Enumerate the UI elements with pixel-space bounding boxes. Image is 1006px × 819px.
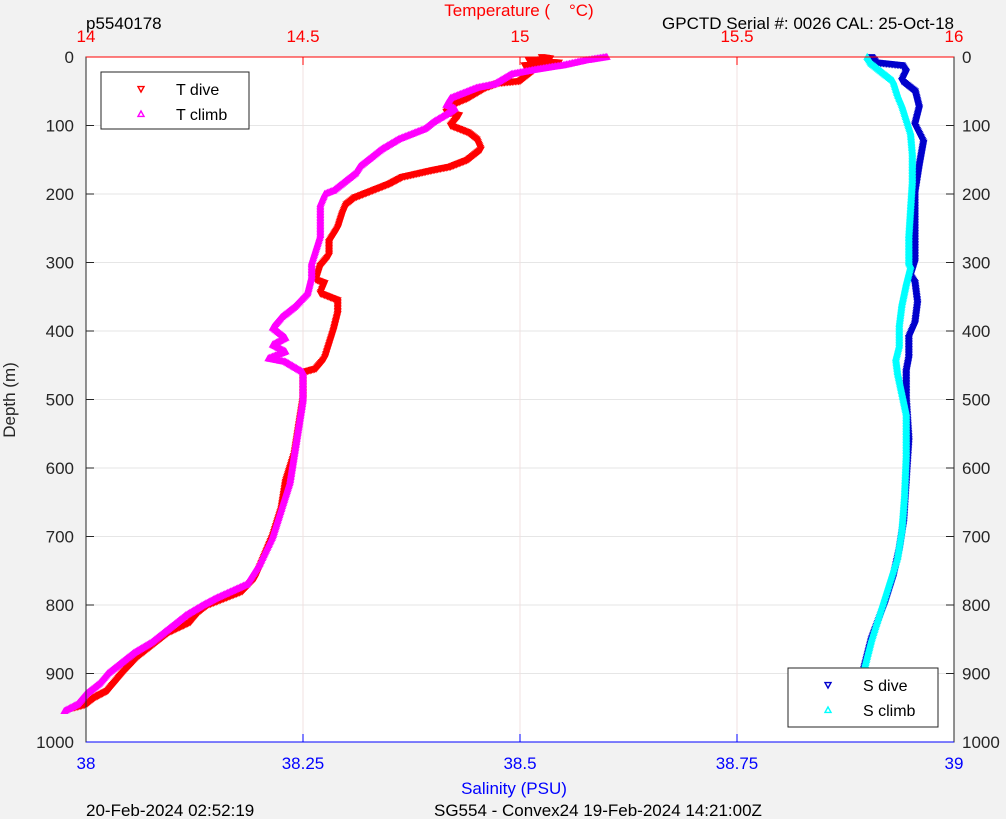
y-tick-label-left: 400 [46,322,74,341]
y-tick-label-left: 1000 [36,733,74,752]
y-tick-label-right: 200 [962,185,990,204]
legend-marker [823,681,833,690]
y-tick-label-right: 1000 [962,733,1000,752]
data-marks [60,52,928,723]
y-tick-label-right: 600 [962,459,990,478]
y-tick-label-right: 900 [962,665,990,684]
series-t-climb [60,52,611,715]
y-tick-label-right: 500 [962,391,990,410]
y-tick-label-right: 800 [962,596,990,615]
bottom-axis-title: Salinity (PSU) [461,779,567,798]
top-tick-label: 15 [511,27,530,46]
top-tick-label: 16 [945,27,964,46]
y-tick-label-left: 200 [46,185,74,204]
header-left-label: p5540178 [86,14,162,33]
y-tick-label-left: 100 [46,117,74,136]
legend-marker [136,109,146,118]
legend-box [100,71,250,130]
data-point [60,706,69,715]
legend-top-left: T dive T climb [100,71,250,130]
legend-box [787,667,939,728]
legends: T dive T climb S dive S climb [100,71,939,728]
footer-center-label: SG554 - Convex24 19-Feb-2024 14:21:00Z [434,801,762,819]
legend-marker [136,85,146,94]
top-tick-label: 15.5 [720,27,753,46]
legend-bottom-right: S dive S climb [787,667,939,728]
top-tick-label: 14.5 [286,27,319,46]
y-tick-label-left: 700 [46,528,74,547]
legend-marker [823,705,833,714]
series-s-climb [850,52,917,723]
y-tick-label-left: 600 [46,459,74,478]
y-tick-label-left: 900 [46,665,74,684]
footer-left-label: 20-Feb-2024 02:52:19 [86,801,254,819]
y-tick-label-right: 300 [962,254,990,273]
y-tick-label-left: 300 [46,254,74,273]
top-tick-label: 14 [77,27,96,46]
y-tick-label-right: 100 [962,117,990,136]
bottom-tick-label: 38.5 [503,754,536,773]
bottom-tick-label: 38.25 [282,754,325,773]
y-tick-label-right: 400 [962,322,990,341]
y-tick-label-right: 700 [962,528,990,547]
header-right-label: GPCTD Serial #: 0026 CAL: 25-Oct-18 [662,14,954,33]
bottom-tick-label: 38 [77,754,96,773]
legend-label: S dive [863,678,908,695]
axes: 0 0 100 100 200 200 300 300 400 400 500 500 600 600 70… [36,27,1000,773]
legend-label: T dive [176,82,219,99]
top-axis-title: Temperature ( °C) [444,1,593,20]
bottom-tick-label: 39 [945,754,964,773]
bottom-tick-label: 38.75 [716,754,759,773]
series-t-dive [69,54,564,712]
y-tick-label-left: 500 [46,391,74,410]
legend-label: S climb [863,703,916,720]
legend-label: T climb [176,107,227,124]
y-tick-label-left: 800 [46,596,74,615]
y-tick-label-left: 0 [65,48,74,67]
grid-lines [86,57,954,742]
y-axis-title: Depth (m) [0,362,19,438]
y-tick-label-right: 0 [962,48,971,67]
